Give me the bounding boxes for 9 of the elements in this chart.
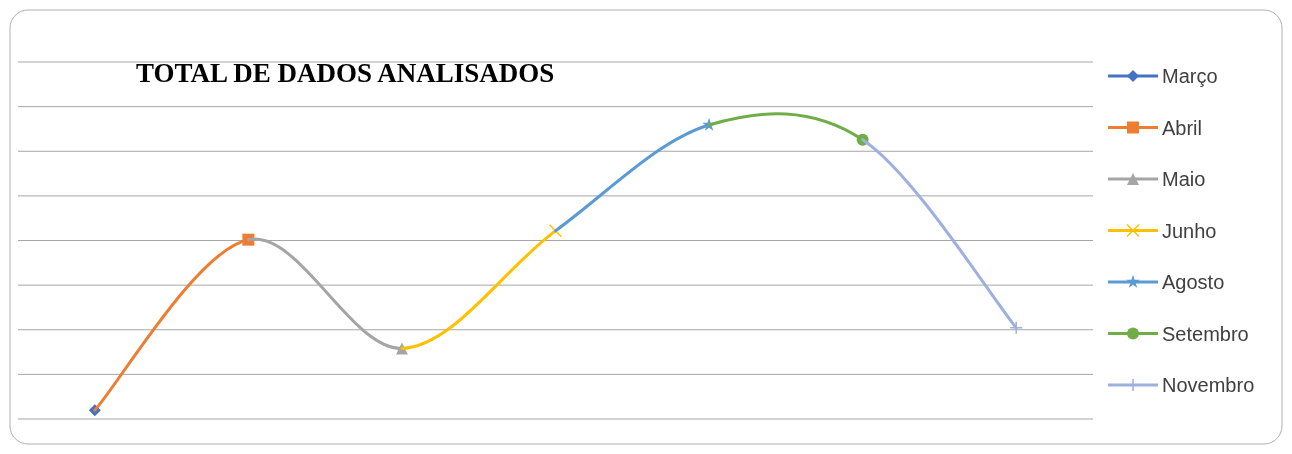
- point: [1009, 321, 1023, 335]
- legend-label: Março: [1162, 65, 1218, 87]
- legend-label: Junho: [1162, 219, 1217, 242]
- legend-label: Abril: [1162, 116, 1203, 139]
- legend-label: Novembro: [1162, 374, 1255, 396]
- legend-label: Maio: [1162, 168, 1206, 190]
- legend-label: Setembro: [1162, 322, 1249, 345]
- legend-label: Agosto: [1162, 271, 1225, 293]
- chart-title: TOTAL DE DADOS ANALISADOS: [136, 58, 555, 88]
